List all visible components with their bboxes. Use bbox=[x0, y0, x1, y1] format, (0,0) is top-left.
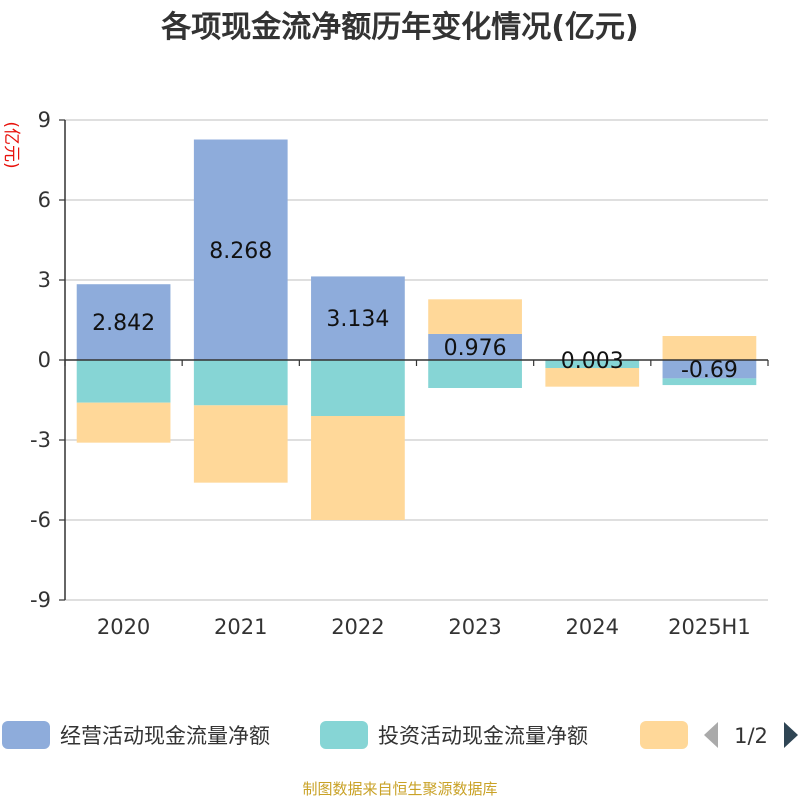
bar-series-2-2024 bbox=[545, 360, 640, 368]
legend-swatch-1[interactable] bbox=[2, 721, 50, 749]
bar-series-2-2023 bbox=[428, 360, 522, 388]
x-tick-label: 2024 bbox=[566, 615, 619, 639]
y-tick-label: -9 bbox=[30, 588, 51, 612]
bar-series-2-2020 bbox=[76, 360, 171, 403]
x-tick-label: 2025H1 bbox=[668, 615, 751, 639]
legend-page-indicator: 1/2 bbox=[734, 724, 768, 748]
legend-next-icon[interactable] bbox=[784, 722, 798, 748]
y-tick-label: 0 bbox=[38, 348, 51, 372]
y-tick-label: -6 bbox=[30, 508, 51, 532]
data-label: 3.134 bbox=[326, 307, 389, 332]
bar-series-3-2025H1 bbox=[662, 336, 757, 360]
y-tick-label: 9 bbox=[38, 108, 51, 132]
data-label: 2.842 bbox=[92, 311, 155, 336]
axes: 9 6 3 0 -3 -6 -9 2020 2021 2022 2023 2024 2025H1 bbox=[30, 108, 769, 639]
x-tick-label: 2020 bbox=[97, 615, 150, 639]
bar-series-2-2021 bbox=[193, 360, 288, 406]
data-label: -0.69 bbox=[681, 358, 738, 383]
bar-series-2-2025H1 bbox=[662, 378, 757, 386]
bar-series-1-2021 bbox=[193, 139, 288, 360]
x-tick-label: 2022 bbox=[331, 615, 384, 639]
bar-series-3-2021 bbox=[193, 405, 288, 483]
data-labels: 2.842 8.268 3.134 0.976 0.003 -0.69 bbox=[92, 239, 738, 383]
bar-series-3-2022 bbox=[311, 416, 405, 520]
bar-series-3-2023 bbox=[428, 299, 522, 334]
bar-series-3-2020 bbox=[76, 402, 171, 443]
legend-swatch-3[interactable] bbox=[640, 721, 688, 749]
legend-label-1[interactable]: 经营活动现金流量净额 bbox=[60, 724, 270, 748]
x-tick-label: 2021 bbox=[214, 615, 267, 639]
chart-title: 各项现金流净额历年变化情况(亿元) bbox=[160, 10, 638, 45]
gridlines bbox=[65, 119, 768, 601]
legend-label-2[interactable]: 投资活动现金流量净额 bbox=[378, 724, 588, 748]
source-note: 制图数据来自恒生聚源数据库 bbox=[302, 780, 497, 798]
data-label: 0.976 bbox=[444, 336, 507, 361]
bar-series-1-2020 bbox=[76, 284, 171, 360]
bar-series-2-2022 bbox=[311, 360, 405, 416]
bar-series-1-2025H1 bbox=[662, 360, 757, 379]
bar-series-1-2022 bbox=[311, 276, 405, 360]
data-label: 8.268 bbox=[209, 239, 272, 264]
legend-swatch-2[interactable] bbox=[320, 721, 368, 749]
legend-prev-icon[interactable] bbox=[704, 722, 718, 748]
legend: 经营活动现金流量净额 投资活动现金流量净额 1/2 bbox=[2, 721, 798, 749]
y-axis-label: (亿元) bbox=[1, 121, 21, 168]
x-tick-label: 2023 bbox=[448, 615, 501, 639]
bar-series-1-2023 bbox=[428, 333, 522, 360]
data-label: 0.003 bbox=[561, 349, 624, 374]
y-tick-label: -3 bbox=[30, 428, 51, 452]
bar-series-3-2024 bbox=[545, 368, 640, 387]
bars bbox=[76, 139, 757, 520]
y-tick-label: 3 bbox=[38, 268, 51, 292]
y-tick-label: 6 bbox=[38, 188, 51, 212]
